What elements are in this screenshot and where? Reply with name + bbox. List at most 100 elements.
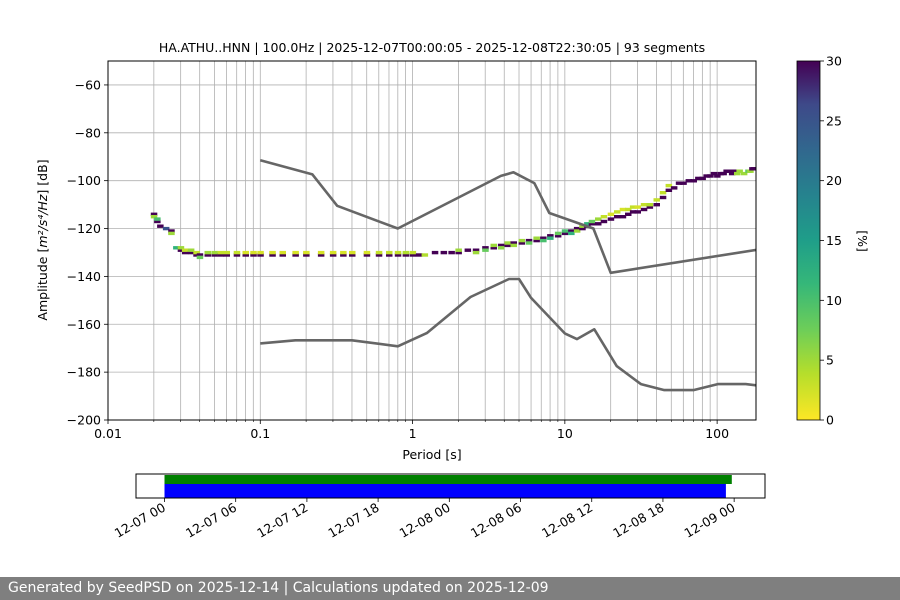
psd-cell	[607, 217, 615, 221]
psd-cell	[703, 174, 710, 178]
y-tick-label: −180	[67, 365, 101, 380]
colorbar-tick-label: 20	[826, 173, 842, 188]
psd-cell	[525, 241, 533, 245]
y-tick-label: −200	[67, 413, 101, 428]
psd-cell	[510, 241, 517, 245]
psd-cell	[714, 174, 721, 178]
psd-cell	[223, 250, 230, 255]
psd-cell	[303, 253, 310, 257]
low-noise-model-line	[260, 277, 756, 392]
psd-cell	[233, 250, 241, 255]
psd-cell	[173, 246, 180, 250]
x-tick-label: 1	[409, 426, 417, 441]
psd-cell	[634, 205, 641, 209]
psd-cell	[242, 253, 249, 257]
y-tick-label: −160	[67, 317, 101, 332]
psd-cell	[250, 250, 257, 255]
psd-cell	[402, 253, 410, 257]
psd-cell	[233, 253, 241, 257]
timeline-bars	[164, 475, 732, 498]
timeline-bar-bottom	[164, 484, 726, 498]
psd-cell	[554, 234, 562, 238]
psd-cell	[547, 236, 554, 240]
psd-cell	[317, 253, 325, 257]
psd-cell	[504, 241, 511, 245]
psd-cell	[497, 243, 505, 248]
psd-cell	[196, 255, 204, 260]
colorbar-label: [%]	[855, 230, 870, 252]
psd-cell	[490, 243, 497, 248]
psd-cell	[386, 253, 393, 257]
plot-frame	[107, 60, 757, 421]
psd-cell	[257, 250, 264, 255]
psd-cell	[646, 205, 654, 209]
psd-cell	[510, 243, 517, 248]
psd-cell	[547, 234, 554, 238]
psd-cell	[340, 250, 347, 255]
psd-cell	[518, 241, 526, 245]
psd-cell	[740, 171, 748, 176]
psd-cell	[659, 191, 667, 195]
psd-cell	[518, 238, 526, 243]
psd-cell	[747, 169, 754, 173]
psd-cell	[211, 253, 218, 257]
y-tick-label: −140	[67, 269, 101, 284]
psd-cell	[653, 198, 660, 202]
psd-cell	[340, 253, 347, 257]
psd-cell	[675, 181, 683, 185]
x-tick-label: 100	[705, 426, 729, 441]
psd-cell	[154, 219, 161, 224]
timeline-tick-label: 12-09 00	[681, 500, 737, 541]
psd-cell	[409, 250, 417, 255]
psd-cell	[525, 238, 533, 243]
colorbar	[796, 60, 821, 421]
psd-cell	[193, 250, 200, 255]
psd-cell	[614, 215, 621, 219]
psd-cell	[619, 215, 627, 219]
psd-cell	[640, 207, 648, 212]
psd-cell	[211, 250, 218, 255]
psd-cell	[181, 250, 189, 255]
psd-cell	[561, 229, 569, 233]
psd-cell	[455, 248, 462, 252]
y-axis-ticks: −60 −80 −100 −120 −140 −160 −180 −200	[67, 77, 108, 428]
y-tick-label: −60	[75, 77, 101, 92]
psd-cell	[204, 250, 211, 255]
psd-cell	[726, 169, 733, 173]
psd-cell	[568, 231, 575, 236]
timeline-tick-label: 12-07 06	[183, 500, 239, 541]
timeline-tick-label: 12-07 12	[254, 500, 310, 541]
psd-cell	[584, 222, 591, 226]
psd-cell	[279, 250, 286, 255]
psd-cell	[540, 236, 547, 240]
colorbar-tick-label: 25	[826, 113, 842, 128]
timeline-tick-label: 12-08 00	[397, 500, 453, 541]
psd-cell	[579, 226, 586, 231]
psd-cell	[303, 250, 310, 255]
psd-cell	[464, 248, 472, 252]
psd-cell	[257, 253, 264, 257]
x-tick-label: 10	[557, 426, 573, 441]
psd-cell	[317, 250, 325, 255]
psd-cell	[600, 219, 608, 224]
colorbar-ticks: 0 5 10 15 20 25 30	[820, 54, 842, 428]
psd-cell	[269, 253, 276, 257]
x-tick-label: 0.1	[250, 426, 270, 441]
timeline-tick-label: 12-08 18	[610, 500, 666, 541]
x-axis-label: Period [s]	[402, 447, 461, 462]
psd-cell	[690, 179, 697, 183]
psd-cell	[561, 231, 569, 236]
psd-cell	[646, 203, 654, 207]
colorbar-tick-label: 15	[826, 233, 842, 248]
psd-cell	[204, 253, 211, 257]
psd-cell	[394, 253, 402, 257]
psd-cell	[363, 250, 371, 255]
y-tick-label: −120	[67, 221, 101, 236]
psd-cell	[157, 224, 164, 228]
psd-cell	[177, 248, 185, 252]
psd-cell	[269, 250, 276, 255]
psd-cell	[242, 250, 249, 255]
psd-cell	[154, 217, 161, 221]
psd-cell	[533, 236, 540, 240]
psd-cell	[734, 171, 741, 176]
